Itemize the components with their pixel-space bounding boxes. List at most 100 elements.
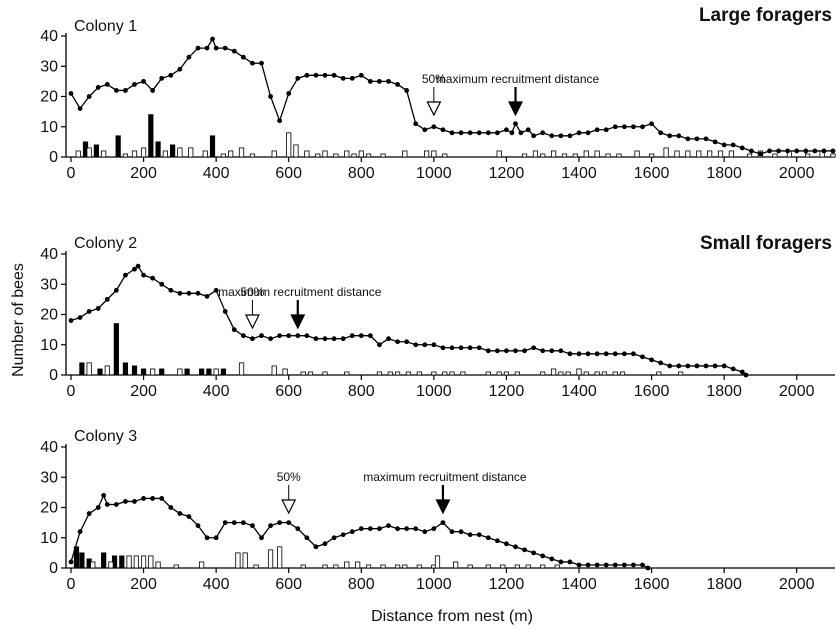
series-point xyxy=(576,130,582,136)
bar-open xyxy=(696,150,702,158)
series-point xyxy=(268,94,273,99)
series-point xyxy=(467,345,473,351)
y-tick-label: 40 xyxy=(40,439,58,456)
x-tick-label: 1200 xyxy=(489,576,525,593)
bar-open xyxy=(155,561,161,569)
bar-open xyxy=(514,564,520,569)
series-point xyxy=(676,133,682,139)
bar-open xyxy=(442,371,448,376)
bar-open xyxy=(648,153,655,158)
series-point xyxy=(540,348,546,354)
bar-open xyxy=(540,153,546,158)
series-point xyxy=(504,348,509,354)
series-point xyxy=(712,139,718,145)
series-point xyxy=(567,133,573,139)
series-point xyxy=(395,82,400,87)
bar-open xyxy=(238,147,245,158)
bar-open xyxy=(300,564,306,569)
series-point xyxy=(222,520,228,526)
bar-filled xyxy=(206,368,212,376)
bar-open xyxy=(344,561,350,569)
series-point xyxy=(331,72,337,78)
bar-open xyxy=(86,362,92,376)
bar-open xyxy=(728,150,735,158)
bar-open xyxy=(496,371,502,376)
series-point xyxy=(113,287,119,293)
x-tick-label: 1800 xyxy=(706,576,742,593)
annotation-50-label: 50% xyxy=(240,285,264,299)
bar-filled xyxy=(93,144,99,158)
series-point xyxy=(358,333,364,339)
forager-label: Small foragers xyxy=(700,233,832,254)
series-point xyxy=(603,562,609,568)
bar-open xyxy=(423,150,430,158)
bar-open xyxy=(322,371,328,376)
series-point xyxy=(104,82,110,87)
bar-open xyxy=(521,153,528,158)
series-point xyxy=(123,499,128,504)
arrow-max-head xyxy=(508,101,523,117)
series-point xyxy=(150,88,156,93)
series-point xyxy=(758,151,763,157)
x-tick-label: 600 xyxy=(275,165,302,182)
bar-filled xyxy=(79,552,85,569)
y-tick-label: 0 xyxy=(49,149,58,166)
bar-open xyxy=(333,153,339,158)
series-point xyxy=(395,339,400,345)
series-point xyxy=(304,333,310,339)
colony-title: Colony 1 xyxy=(74,18,137,35)
series-point xyxy=(739,145,745,151)
series-point xyxy=(132,266,137,272)
series-point xyxy=(440,520,446,526)
series-point xyxy=(286,91,292,96)
bar-open xyxy=(387,371,393,376)
series-point xyxy=(304,535,310,541)
bar-open xyxy=(394,564,401,569)
series-point xyxy=(135,263,141,269)
x-tick-label: 1000 xyxy=(416,165,452,182)
series-point xyxy=(210,36,215,42)
series-point xyxy=(132,82,137,87)
bar-open xyxy=(108,561,114,569)
bar-open xyxy=(126,555,132,569)
series-point xyxy=(721,142,727,148)
series-point xyxy=(649,357,654,363)
bar-open xyxy=(162,150,168,158)
series-point xyxy=(259,333,264,339)
series-point xyxy=(150,275,156,281)
bar-open xyxy=(86,147,92,158)
bar-open xyxy=(376,371,383,376)
x-tick-label: 800 xyxy=(348,576,375,593)
colony-title: Colony 3 xyxy=(74,428,137,445)
arrow-max-head xyxy=(290,314,306,330)
series-point xyxy=(222,309,228,314)
series-point xyxy=(377,342,382,348)
series-point xyxy=(631,124,636,130)
bar-open xyxy=(140,555,147,569)
x-tick-label: 0 xyxy=(67,383,76,400)
series-point xyxy=(440,345,446,351)
series-point xyxy=(667,133,673,139)
bar-filled xyxy=(155,141,161,158)
bar-open xyxy=(830,153,836,158)
series-point xyxy=(476,130,482,136)
bar-open xyxy=(322,564,328,569)
bar-open xyxy=(540,371,546,376)
x-tick-label: 200 xyxy=(130,165,157,182)
series-point xyxy=(277,333,283,339)
bar-open xyxy=(707,150,713,158)
series-point xyxy=(113,502,119,507)
bar-open xyxy=(133,555,139,569)
x-tick-label: 2000 xyxy=(779,383,815,400)
x-tick-label: 200 xyxy=(130,576,157,593)
bar-open xyxy=(380,153,386,158)
series-point xyxy=(458,130,464,136)
series-point xyxy=(525,127,531,133)
series-point xyxy=(68,559,74,565)
series-point xyxy=(621,351,627,357)
series-point xyxy=(476,532,482,538)
bar-open xyxy=(576,368,582,376)
series-point xyxy=(640,562,645,568)
x-tick-label: 1400 xyxy=(561,383,597,400)
bar-open xyxy=(634,150,640,158)
